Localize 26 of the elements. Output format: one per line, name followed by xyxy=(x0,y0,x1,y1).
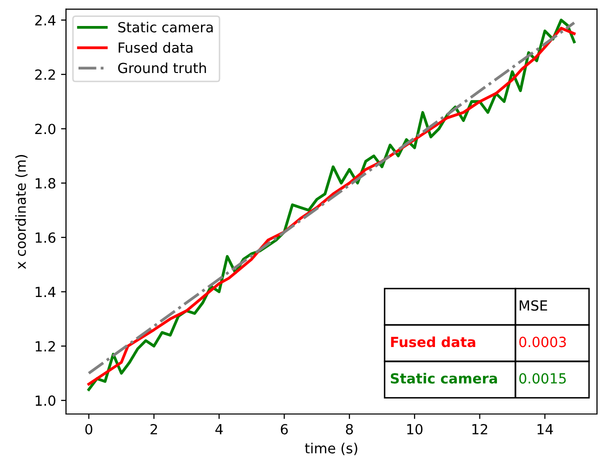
y-tick-label: 1.0 xyxy=(36,395,56,406)
y-tick-label: 2.2 xyxy=(35,69,55,80)
x-tick-label: 14 xyxy=(538,424,553,434)
y-axis-title: x coordinate (m) xyxy=(15,155,28,269)
legend-label: Fused data xyxy=(118,42,192,53)
annotation: 0.0015 xyxy=(519,373,566,384)
y-tick-label: 1.4 xyxy=(36,286,56,298)
y-tick-label: 2.0 xyxy=(35,124,56,134)
x-tick-label: 0 xyxy=(85,424,92,434)
x-tick-label: 12 xyxy=(472,424,488,434)
x-tick-label: 10 xyxy=(407,424,422,434)
x-tick-label: 4 xyxy=(215,424,223,434)
y-tick-label: 1.6 xyxy=(36,232,56,243)
annotation: Static camera xyxy=(390,372,497,384)
annotation: MSE xyxy=(520,300,548,311)
annotation: Fused data xyxy=(391,336,476,348)
x-tick-label: 8 xyxy=(346,424,353,434)
x-axis-title: time (s) xyxy=(304,442,358,456)
annotation: 0.0003 xyxy=(519,336,566,348)
legend-label: Ground truth xyxy=(118,62,206,74)
x-tick-label: 6 xyxy=(280,424,288,434)
x-tick-label: 2 xyxy=(150,424,157,434)
y-tick-label: 2.4 xyxy=(35,15,56,26)
y-tick-label: 1.8 xyxy=(36,178,56,189)
legend-label: Static camera xyxy=(118,22,213,32)
y-tick-label: 1.2 xyxy=(36,341,55,352)
